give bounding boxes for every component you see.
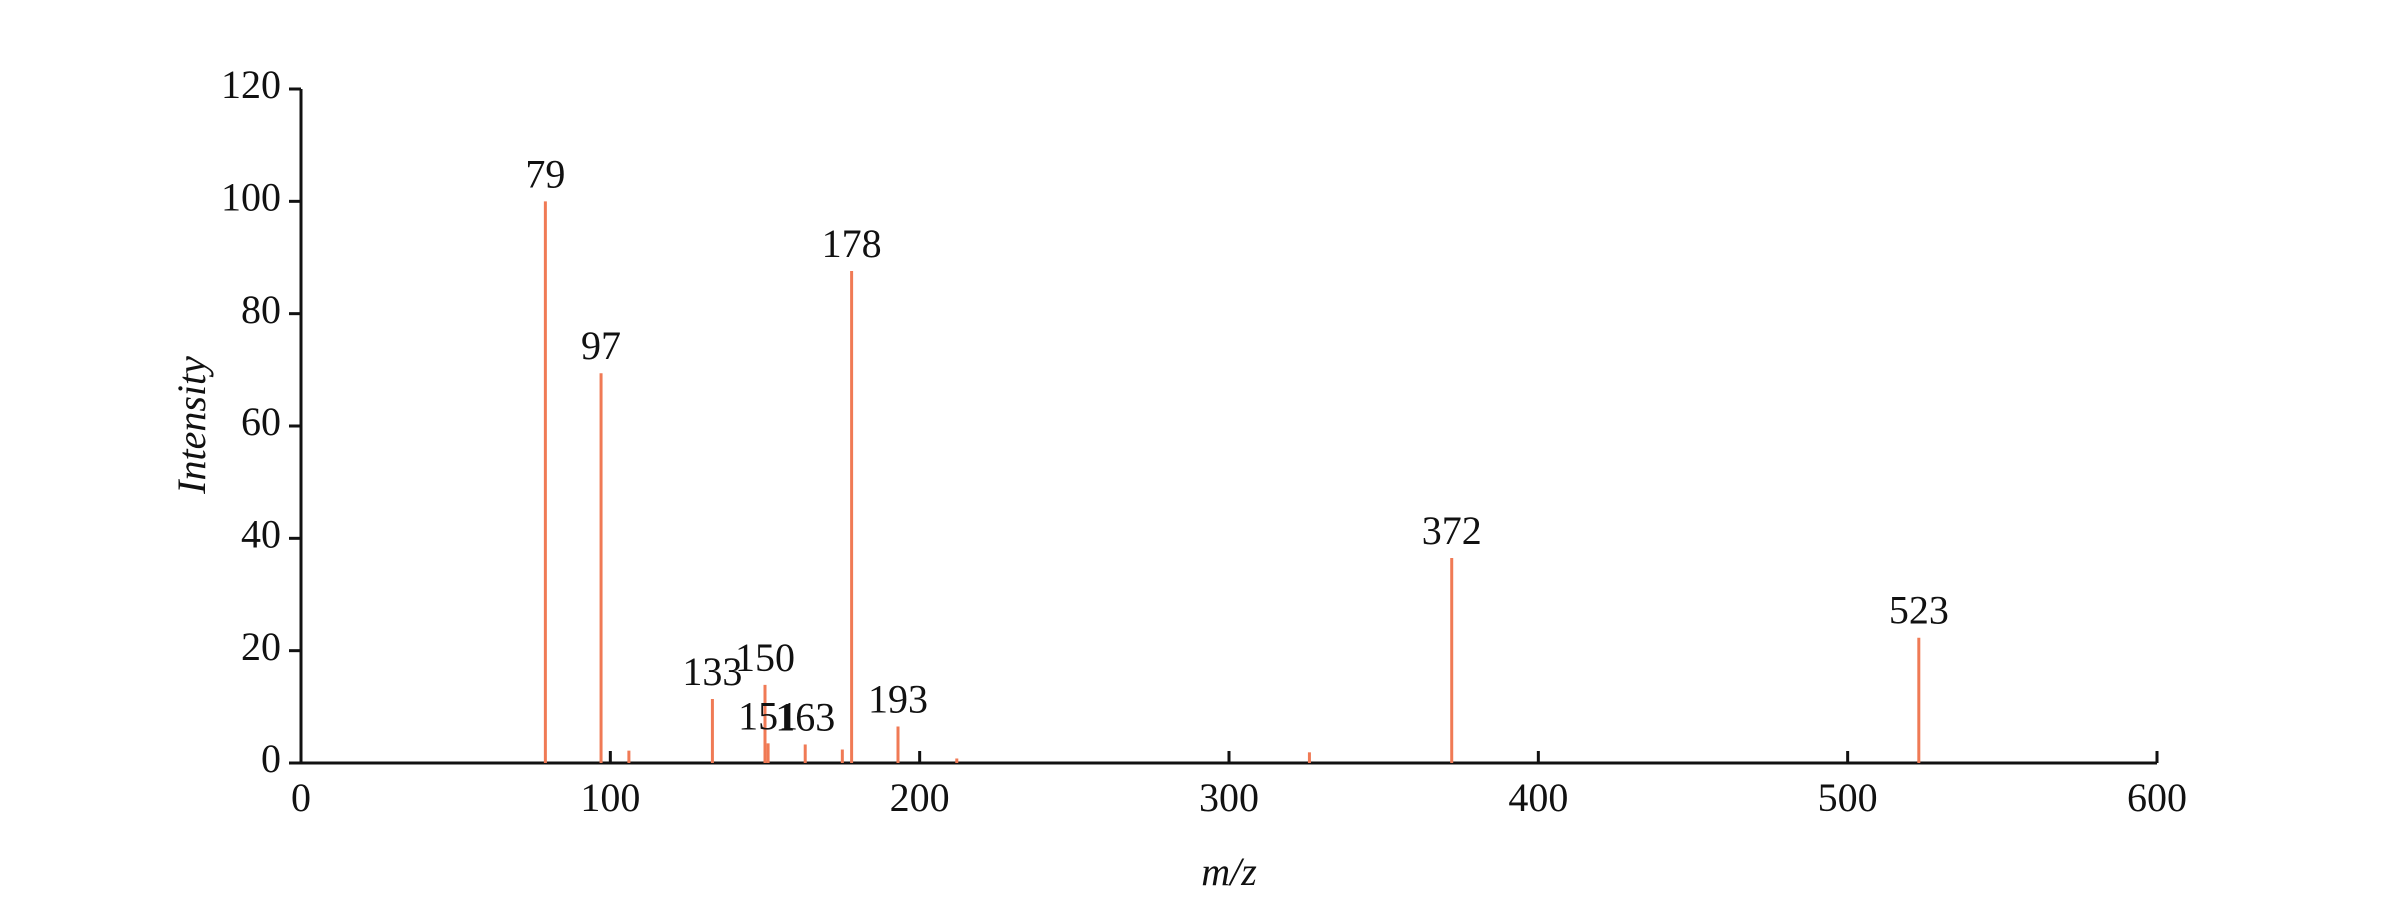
x-tick-label: 400 bbox=[1508, 775, 1568, 820]
x-tick-label: 300 bbox=[1199, 775, 1259, 820]
peak-label: 150 bbox=[735, 635, 795, 680]
peak-label: 193 bbox=[868, 676, 928, 721]
y-tick-label: 120 bbox=[221, 62, 281, 107]
y-axis-label: Intensity bbox=[169, 356, 214, 495]
x-tick-label: 200 bbox=[890, 775, 950, 820]
y-tick-label: 20 bbox=[241, 624, 281, 669]
peak-label: 163 bbox=[775, 694, 835, 739]
peak-label: 372 bbox=[1422, 508, 1482, 553]
x-tick-label: 0 bbox=[291, 775, 311, 820]
peak-label: 79 bbox=[525, 151, 565, 196]
peak-label: 178 bbox=[822, 221, 882, 266]
y-tick-label: 40 bbox=[241, 512, 281, 557]
peak-label: 523 bbox=[1889, 588, 1949, 633]
x-tick-label: 600 bbox=[2127, 775, 2187, 820]
y-tick-label: 100 bbox=[221, 175, 281, 220]
x-tick-label: 100 bbox=[580, 775, 640, 820]
peak-label: 97 bbox=[581, 323, 621, 368]
x-axis-label: m/z bbox=[1201, 849, 1257, 894]
y-tick-label: 0 bbox=[261, 736, 281, 781]
y-tick-label: 60 bbox=[241, 399, 281, 444]
y-tick-label: 80 bbox=[241, 287, 281, 332]
peak-label: 151 bbox=[738, 693, 798, 738]
peak-label: 133 bbox=[682, 649, 742, 694]
x-tick-label: 500 bbox=[1818, 775, 1878, 820]
